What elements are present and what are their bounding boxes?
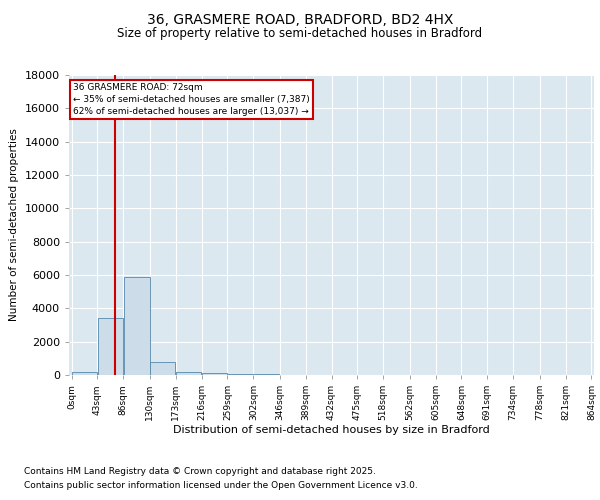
- Bar: [176, 372, 201, 375]
- Text: Contains public sector information licensed under the Open Government Licence v3: Contains public sector information licen…: [24, 481, 418, 490]
- Text: 36, GRASMERE ROAD, BRADFORD, BD2 4HX: 36, GRASMERE ROAD, BRADFORD, BD2 4HX: [147, 12, 453, 26]
- Text: 36 GRASMERE ROAD: 72sqm
← 35% of semi-detached houses are smaller (7,387)
62% of: 36 GRASMERE ROAD: 72sqm ← 35% of semi-de…: [73, 84, 310, 116]
- Text: Contains HM Land Registry data © Crown copyright and database right 2025.: Contains HM Land Registry data © Crown c…: [24, 468, 376, 476]
- Bar: [254, 374, 280, 375]
- Bar: [72, 372, 97, 375]
- Bar: [98, 318, 123, 375]
- Bar: [227, 374, 253, 375]
- Text: Size of property relative to semi-detached houses in Bradford: Size of property relative to semi-detach…: [118, 28, 482, 40]
- Y-axis label: Number of semi-detached properties: Number of semi-detached properties: [9, 128, 19, 322]
- Bar: [202, 373, 227, 375]
- Bar: [124, 276, 149, 375]
- X-axis label: Distribution of semi-detached houses by size in Bradford: Distribution of semi-detached houses by …: [173, 424, 490, 434]
- Bar: [150, 362, 175, 375]
